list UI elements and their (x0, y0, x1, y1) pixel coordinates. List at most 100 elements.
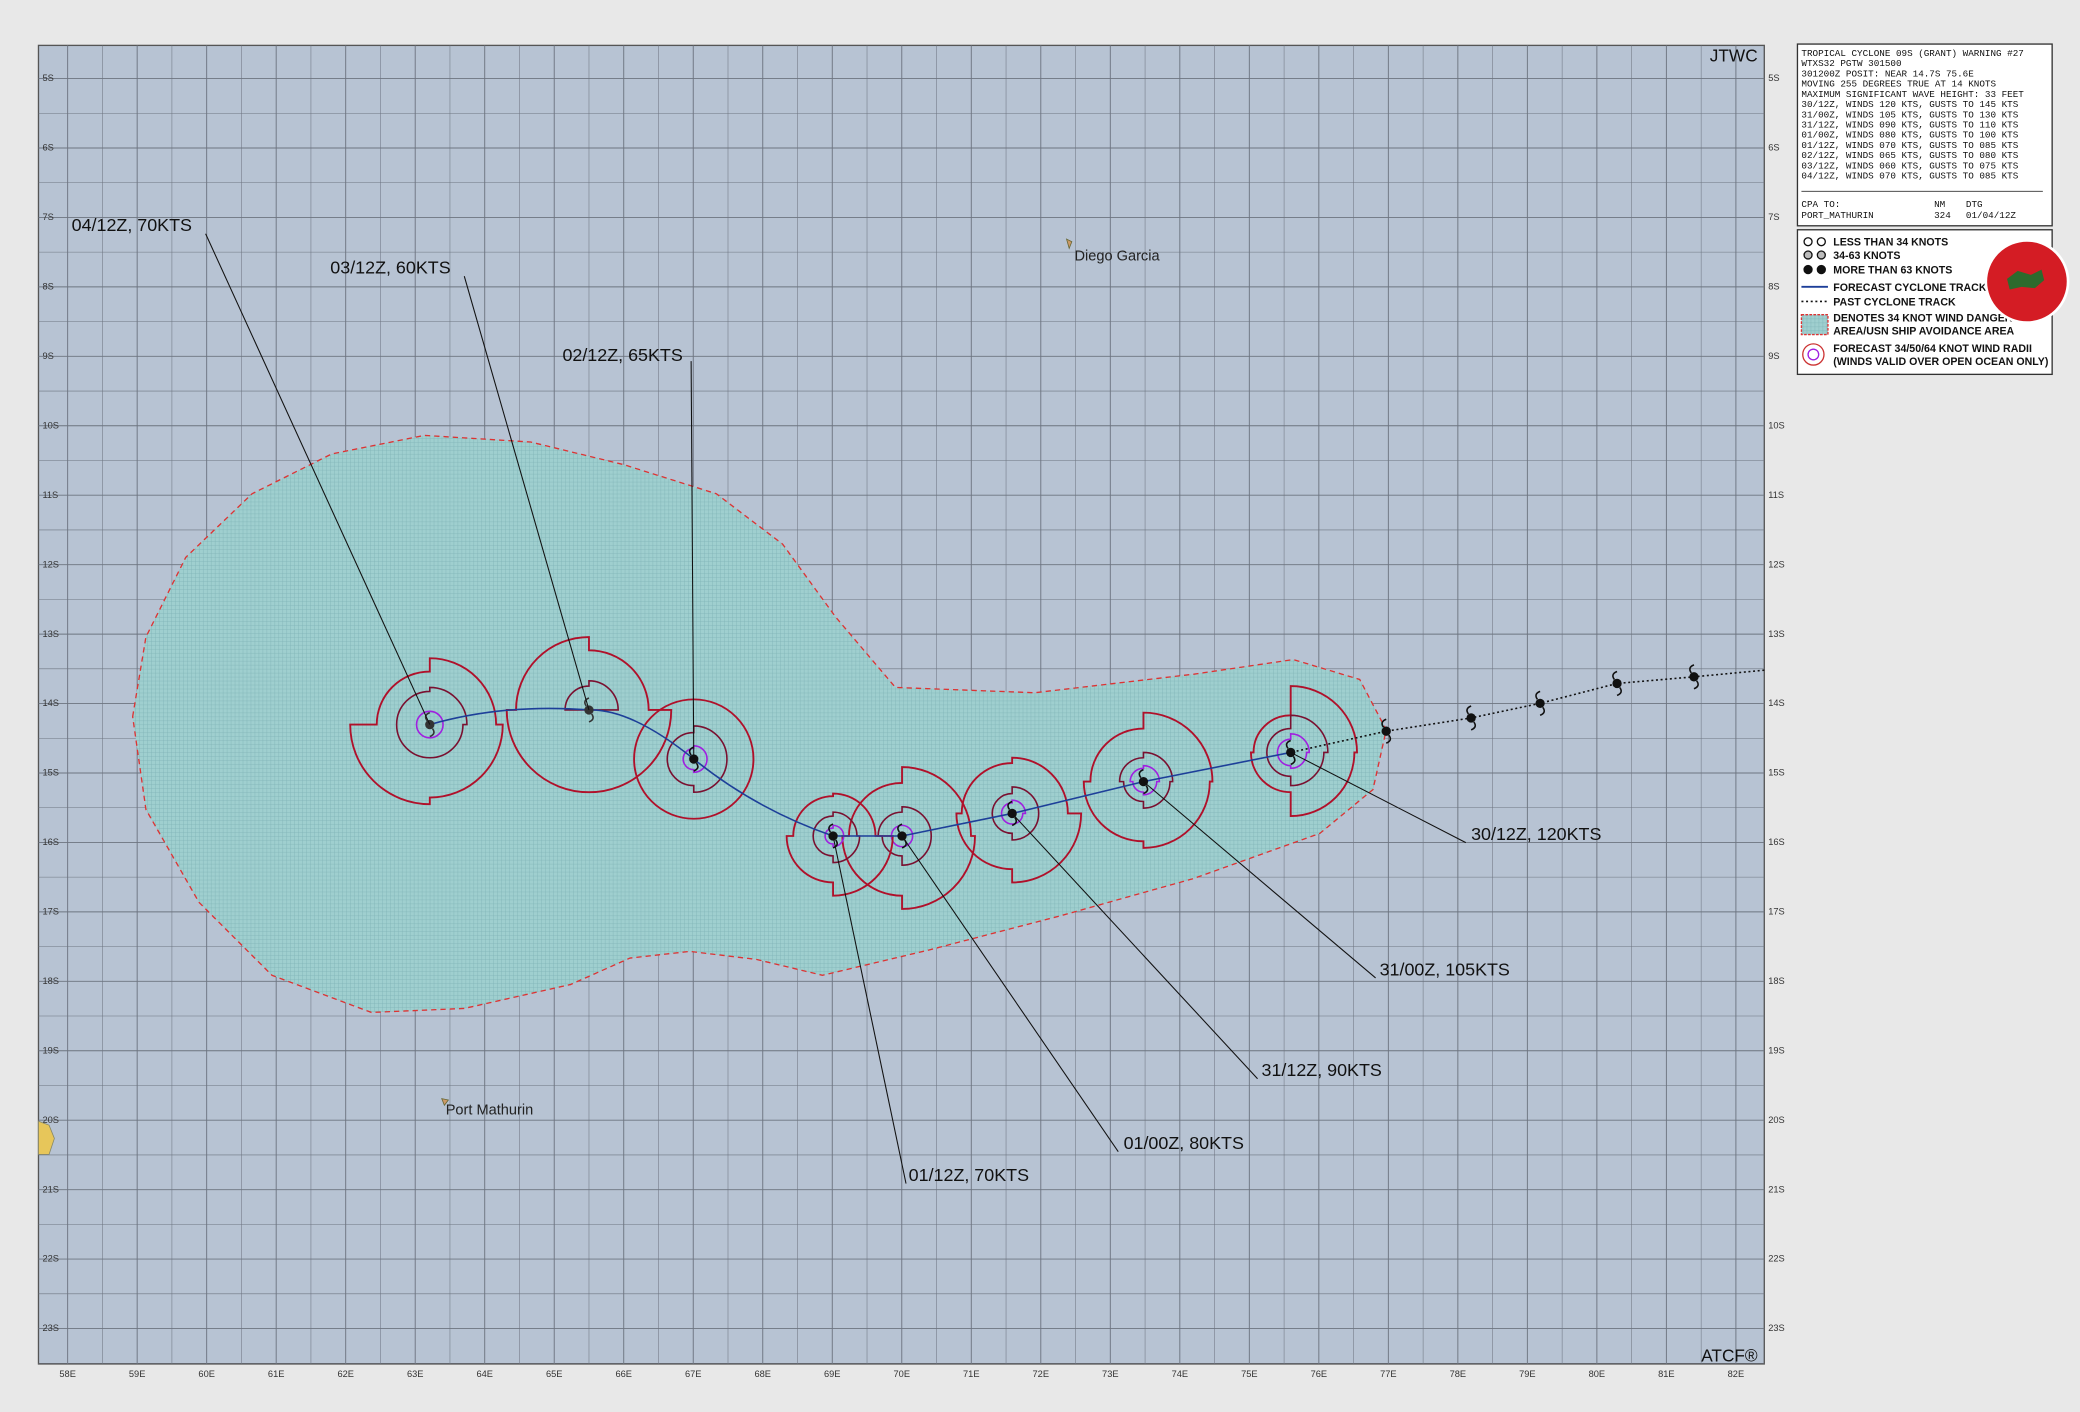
forecast-label: 30/12Z, 120KTS (1471, 824, 1601, 844)
lat-label: 18S (1768, 976, 1785, 986)
lat-label: 22S (42, 1254, 59, 1264)
lat-label: 14S (42, 698, 59, 708)
lon-label: 68E (755, 1369, 772, 1379)
legend-label: MORE THAN 63 KNOTS (1833, 265, 1952, 277)
logo-mark (2007, 269, 2045, 290)
legend-label: (WINDS VALID OVER OPEN OCEAN ONLY) (1833, 356, 2048, 368)
lat-label: 6S (1768, 143, 1779, 153)
cpa-value: 324 (1934, 210, 1951, 221)
legend-label: LESS THAN 34 KNOTS (1833, 237, 1948, 249)
lon-label: 78E (1450, 1369, 1467, 1379)
wind-radii-64 (1000, 799, 1027, 825)
lon-label: 63E (407, 1369, 424, 1379)
lat-label: 11S (42, 490, 58, 500)
lat-label: 6S (42, 143, 53, 153)
lat-label: 19S (42, 1045, 59, 1055)
storm-symbol (897, 831, 907, 841)
lat-label: 16S (1768, 837, 1785, 847)
storm-symbol (1612, 678, 1622, 689)
warning-line: 31/12Z, WINDS 090 KTS, GUSTS TO 110 KTS (1801, 120, 2018, 131)
lat-label: 21S (1768, 1184, 1785, 1194)
wind-radii-50 (1266, 714, 1329, 787)
wind-radii-50 (395, 686, 468, 759)
legend-symbol (1807, 348, 1820, 361)
wind-radii-34 (955, 756, 1083, 884)
legend-label: FORECAST CYCLONE TRACK (1833, 282, 1987, 294)
lat-label: 17S (1768, 907, 1785, 917)
cpa-header: NM (1934, 199, 1945, 210)
lat-label: 10S (1768, 420, 1785, 430)
wind-radii-34 (633, 698, 755, 820)
legend-symbol (1816, 250, 1826, 260)
warning-line: MAXIMUM SIGNIFICANT WAVE HEIGHT: 33 FEET (1801, 89, 2024, 100)
lon-label: 75E (1241, 1369, 1258, 1379)
lat-label: 8S (42, 282, 53, 292)
legend-label: DENOTES 34 KNOT WIND DANGER (1833, 312, 2013, 324)
forecast-label: 01/00Z, 80KTS (1124, 1133, 1244, 1153)
storm-symbol (584, 705, 594, 715)
warning-line: WTXS32 PGTW 301500 (1801, 58, 1901, 69)
warning-line: 01/00Z, WINDS 080 KTS, GUSTS TO 100 KTS (1801, 130, 2018, 141)
lon-label: 80E (1589, 1369, 1606, 1379)
forecast-label: 03/12Z, 60KTS (330, 258, 450, 278)
lon-label: 69E (824, 1369, 841, 1379)
storm-symbol (1535, 698, 1545, 708)
lon-label: 74E (1172, 1369, 1189, 1379)
lon-label: 79E (1519, 1369, 1536, 1379)
lat-label: 20S (42, 1115, 59, 1125)
storm-symbol-hook (828, 823, 838, 849)
lat-label: 20S (1768, 1115, 1785, 1125)
lon-label: 60E (198, 1369, 215, 1379)
wind-radii-50 (1118, 751, 1174, 809)
wind-radii-64 (1276, 733, 1311, 770)
warning-box (1796, 43, 2053, 227)
legend-symbol (1803, 264, 1813, 275)
legend-symbol (1800, 314, 1829, 336)
forecast-label: 31/00Z, 105KTS (1380, 959, 1510, 979)
label-leader (463, 276, 590, 711)
wind-radii-64 (824, 824, 845, 848)
lon-label: 73E (1102, 1369, 1119, 1379)
lat-label: 12S (1768, 559, 1785, 569)
lon-label: 67E (685, 1369, 702, 1379)
lat-label: 15S (42, 768, 59, 778)
forecast-label: 04/12Z, 70KTS (72, 215, 192, 235)
lat-label: 22S (1768, 1254, 1785, 1264)
cpa-value: PORT_MATHURIN (1801, 210, 1873, 221)
lon-label: 65E (546, 1369, 563, 1379)
lon-label: 59E (129, 1369, 146, 1379)
legend-symbol (1802, 343, 1825, 366)
lat-label: 21S (42, 1184, 59, 1194)
lat-label: 15S (1768, 768, 1785, 778)
lon-label: 77E (1380, 1369, 1397, 1379)
cpa-value: 01/04/12Z (1966, 210, 2016, 221)
lon-label: 76E (1311, 1369, 1328, 1379)
lon-label: 82E (1728, 1369, 1745, 1379)
wind-radii-64 (415, 710, 444, 739)
lon-label: 62E (337, 1369, 353, 1379)
storm-symbol-hook (1689, 664, 1699, 690)
warning-line: 31/00Z, WINDS 105 KTS, GUSTS TO 130 KTS (1801, 109, 2018, 120)
warning-line: MOVING 255 DEGREES TRUE AT 14 KNOTS (1801, 79, 1996, 90)
lat-label: 8S (1768, 282, 1779, 292)
lat-label: 12S (42, 559, 59, 569)
wind-radii-50 (991, 786, 1040, 841)
forecast-label: 02/12Z, 65KTS (562, 345, 682, 365)
lon-label: 81E (1658, 1369, 1675, 1379)
cpa-header: CPA TO: (1801, 199, 1840, 210)
lat-label: 5S (42, 73, 53, 83)
place-name: Port Mathurin (446, 1103, 534, 1119)
lat-label: 16S (42, 837, 59, 847)
wind-radii-50 (812, 811, 861, 864)
lon-label: 71E (963, 1369, 980, 1379)
warning-line: 301200Z POSIT: NEAR 14.7S 75.6E (1801, 68, 1974, 79)
wind-radii-50 (666, 725, 728, 794)
wind-radii-50 (877, 806, 933, 866)
island (1065, 238, 1073, 250)
agency-label: JTWC (1710, 45, 1758, 65)
legend-symbol (1803, 237, 1813, 247)
lon-label: 61E (268, 1369, 285, 1379)
storm-symbol (689, 754, 699, 764)
